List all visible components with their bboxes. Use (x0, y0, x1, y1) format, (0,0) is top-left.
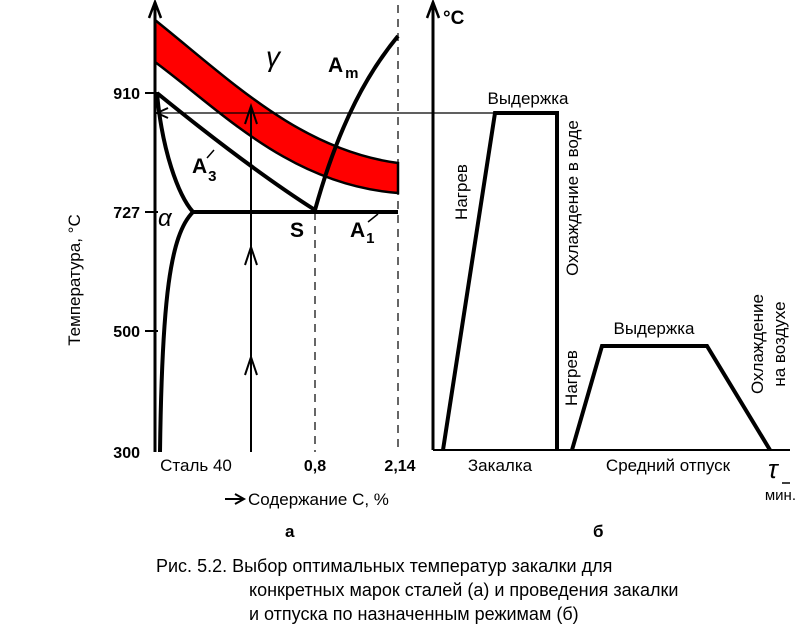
y-tick-label-727: 727 (113, 205, 140, 222)
label-stage-temper: Средний отпуск (606, 456, 731, 475)
label-s: S (290, 219, 304, 242)
label-alpha: α (158, 205, 173, 232)
a3-line (155, 91, 317, 212)
label-holding-2: Выдержка (613, 319, 695, 338)
diagram-b: °С Нагрев Выдержка Охлаждение в воде Наг… (425, 0, 796, 541)
y-axis-label-a: Температура, °С (65, 214, 84, 345)
caption-line-1: Рис. 5.2. Выбор оптимальных температур з… (156, 556, 612, 576)
steel-40-arrowhead-low (244, 353, 258, 376)
label-a3: A3 (192, 155, 217, 185)
acm-line (313, 34, 400, 211)
figure-caption: Рис. 5.2. Выбор оптимальных температур з… (156, 556, 678, 624)
label-a3-leader (206, 149, 215, 159)
y-tick-label-300: 300 (113, 445, 140, 462)
y-axis-b-arrowhead (425, 0, 441, 19)
x-axis-symbol-b: τ (768, 454, 780, 484)
label-cooling-2-line1: Охлаждение (748, 294, 767, 394)
label-heating-1: Нагрев (452, 164, 471, 220)
label-cooling-1: Охлаждение в воде (563, 120, 582, 276)
panel-letter-b: б (593, 522, 604, 541)
x-tick-label-steel-40: Сталь 40 (160, 456, 232, 475)
x-axis-label-a: Содержание С, % (248, 490, 389, 509)
temper-profile (570, 344, 772, 452)
label-stage-quench: Закалка (468, 456, 533, 475)
caption-line-3: и отпуска по назначенным режимам (б) (249, 604, 579, 624)
x-tick-label-2-14: 2,14 (384, 458, 415, 475)
y-tick-label-500: 500 (113, 324, 140, 341)
reference-arrowhead-left (154, 107, 169, 119)
label-cooling-2-line2: на воздухе (770, 301, 789, 386)
quench-profile (441, 111, 559, 451)
label-a3-sub: 3 (208, 168, 216, 185)
label-am-main: A (328, 54, 343, 77)
x-axis-label-arrowhead (234, 493, 247, 505)
label-a1-leader (367, 213, 379, 223)
label-holding-1: Выдержка (487, 89, 569, 108)
label-a1-sub: 1 (366, 230, 374, 247)
diagram-a: 910 727 500 300 Температура, °С Сталь 40… (65, 0, 555, 541)
y-tick-label-910: 910 (113, 86, 140, 103)
label-heating-2: Нагрев (562, 350, 581, 406)
x-tick-label-0-8: 0,8 (304, 458, 326, 475)
ferrite-solubility-curve (158, 210, 195, 453)
steel-40-arrowhead-top (244, 102, 258, 125)
label-a1: A1 (350, 219, 375, 247)
label-gamma: γ (266, 41, 282, 72)
ferrite-boundary-upper (155, 92, 195, 214)
caption-line-2: конкретных марок сталей (а) и проведения… (249, 580, 678, 600)
x-axis-unit-b: мин. (765, 487, 796, 504)
y-axis-a-arrowhead (147, 0, 163, 19)
steel-40-arrowhead-mid (244, 243, 258, 266)
panel-letter-a: а (285, 522, 295, 541)
label-am-sub: m (345, 65, 358, 82)
y-axis-label-b: °С (443, 8, 465, 29)
label-a3-main: A (192, 155, 207, 178)
label-a1-main: A (350, 219, 365, 242)
